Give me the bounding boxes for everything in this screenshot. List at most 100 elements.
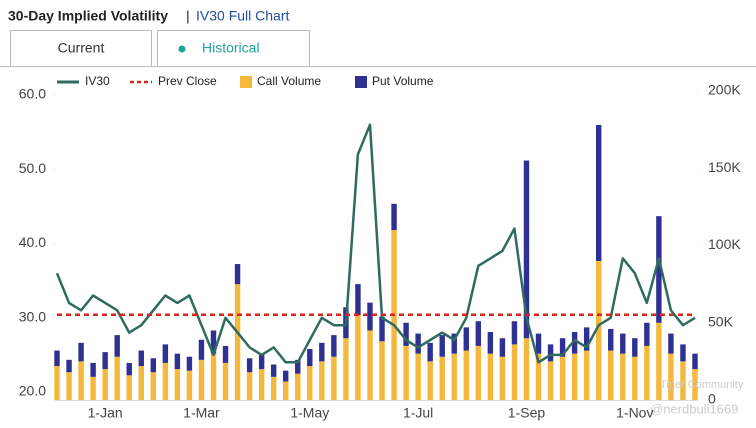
bar bbox=[487, 332, 494, 354]
bar bbox=[307, 366, 313, 400]
bar bbox=[283, 381, 289, 400]
bar bbox=[475, 345, 482, 400]
bar bbox=[54, 350, 60, 367]
bar bbox=[307, 349, 313, 367]
bar bbox=[571, 353, 578, 400]
bar bbox=[451, 353, 457, 400]
bar bbox=[343, 338, 349, 400]
bar bbox=[66, 372, 72, 400]
bar bbox=[547, 361, 554, 400]
legend-label: IV30 bbox=[85, 74, 110, 88]
bar bbox=[355, 284, 361, 316]
bar bbox=[54, 366, 60, 400]
header-link[interactable]: IV30 Full Chart bbox=[196, 8, 289, 24]
bar bbox=[595, 124, 602, 261]
bar bbox=[295, 359, 301, 374]
bar bbox=[463, 327, 469, 351]
bar bbox=[150, 358, 157, 373]
bar bbox=[583, 327, 590, 351]
bar bbox=[608, 328, 614, 351]
bar bbox=[222, 345, 229, 363]
bar bbox=[632, 356, 638, 400]
x-tick-label: 1-Sep bbox=[508, 405, 546, 421]
bar bbox=[632, 338, 638, 357]
y-tick-label: 60.0 bbox=[19, 86, 46, 102]
bar bbox=[210, 353, 217, 400]
bar bbox=[126, 362, 132, 376]
bar bbox=[583, 350, 590, 400]
bar bbox=[367, 302, 373, 331]
bars bbox=[54, 124, 698, 400]
tab-label[interactable]: Current bbox=[58, 40, 105, 56]
bar bbox=[246, 358, 253, 373]
bar bbox=[90, 362, 96, 377]
bar bbox=[210, 330, 217, 354]
x-tick-label: 1-Jan bbox=[88, 405, 123, 421]
bar bbox=[186, 370, 193, 400]
bar bbox=[692, 353, 698, 370]
bar bbox=[656, 322, 662, 400]
bar bbox=[451, 333, 457, 354]
bar bbox=[656, 216, 662, 323]
bar bbox=[150, 372, 157, 400]
bar bbox=[270, 376, 277, 400]
bar bbox=[620, 353, 626, 400]
bar bbox=[270, 364, 277, 377]
bar bbox=[680, 361, 686, 400]
bar bbox=[234, 284, 241, 400]
bar bbox=[258, 369, 265, 400]
bar bbox=[571, 332, 578, 354]
bar bbox=[138, 350, 144, 367]
x-tick-label: 1-Mar bbox=[183, 405, 220, 421]
bar bbox=[547, 344, 554, 362]
bar bbox=[415, 353, 421, 400]
bar bbox=[620, 333, 626, 354]
bar bbox=[198, 339, 205, 360]
tab-dot bbox=[178, 45, 186, 53]
bar bbox=[523, 338, 530, 400]
x-tick-label: 1-Jul bbox=[403, 405, 433, 421]
bar bbox=[415, 333, 421, 354]
bar bbox=[174, 369, 181, 400]
bar bbox=[379, 341, 385, 400]
legend-label: Put Volume bbox=[372, 74, 434, 88]
bar bbox=[162, 362, 169, 400]
bar bbox=[463, 350, 469, 400]
bar bbox=[535, 353, 542, 400]
bar bbox=[559, 356, 566, 400]
bar bbox=[595, 260, 602, 400]
bar bbox=[379, 316, 385, 342]
tab[interactable] bbox=[10, 30, 152, 67]
y2-tick-label: 50K bbox=[708, 313, 734, 329]
bar bbox=[692, 369, 698, 400]
bar bbox=[162, 344, 169, 363]
watermark: @nerdbull1669 bbox=[650, 401, 738, 416]
bar bbox=[644, 345, 650, 400]
bar bbox=[427, 342, 433, 362]
bar bbox=[668, 353, 674, 400]
bar bbox=[319, 342, 325, 362]
bar bbox=[367, 330, 373, 400]
y-tick-label: 30.0 bbox=[19, 308, 46, 324]
legend-label: Prev Close bbox=[158, 74, 217, 88]
bar bbox=[535, 333, 542, 354]
bar bbox=[78, 342, 84, 362]
bar bbox=[644, 322, 650, 346]
y-tick-label: 40.0 bbox=[19, 234, 46, 250]
bar bbox=[487, 353, 494, 400]
bar bbox=[427, 361, 433, 400]
bar bbox=[66, 359, 72, 373]
bar bbox=[102, 352, 108, 370]
bar bbox=[186, 356, 193, 371]
tab-label[interactable]: Historical bbox=[202, 40, 260, 56]
bar bbox=[499, 356, 506, 400]
bar bbox=[511, 344, 518, 400]
y2-tick-label: 0 bbox=[708, 391, 716, 407]
bar bbox=[258, 353, 265, 370]
bar bbox=[391, 203, 397, 231]
bar bbox=[668, 333, 674, 354]
bar bbox=[319, 361, 325, 400]
bar bbox=[174, 353, 181, 370]
y-tick-label: 20.0 bbox=[19, 383, 46, 399]
